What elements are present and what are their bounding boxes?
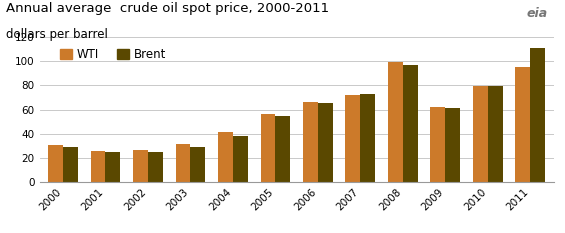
Bar <box>190 147 205 182</box>
Bar <box>473 86 488 182</box>
Bar <box>488 86 503 182</box>
Bar <box>90 151 106 182</box>
Bar <box>48 145 63 182</box>
Bar <box>148 152 163 182</box>
Bar <box>233 136 248 182</box>
Bar <box>260 114 275 182</box>
Bar <box>106 152 120 182</box>
Bar <box>303 102 318 182</box>
Bar <box>431 107 445 182</box>
Bar <box>360 94 375 182</box>
Text: eia: eia <box>527 7 548 20</box>
Bar <box>531 48 545 182</box>
Bar <box>403 65 418 182</box>
Bar <box>345 95 360 182</box>
Bar <box>275 116 290 182</box>
Bar <box>445 108 460 182</box>
Legend: WTI, Brent: WTI, Brent <box>56 43 171 66</box>
Text: Annual average  crude oil spot price, 2000-2011: Annual average crude oil spot price, 200… <box>6 2 329 15</box>
Bar <box>176 144 190 182</box>
Bar <box>318 103 333 182</box>
Bar <box>515 68 531 182</box>
Bar <box>63 147 78 182</box>
Bar <box>218 132 233 182</box>
Bar <box>133 150 148 182</box>
Text: dollars per barrel: dollars per barrel <box>6 28 107 41</box>
Bar <box>388 62 403 182</box>
